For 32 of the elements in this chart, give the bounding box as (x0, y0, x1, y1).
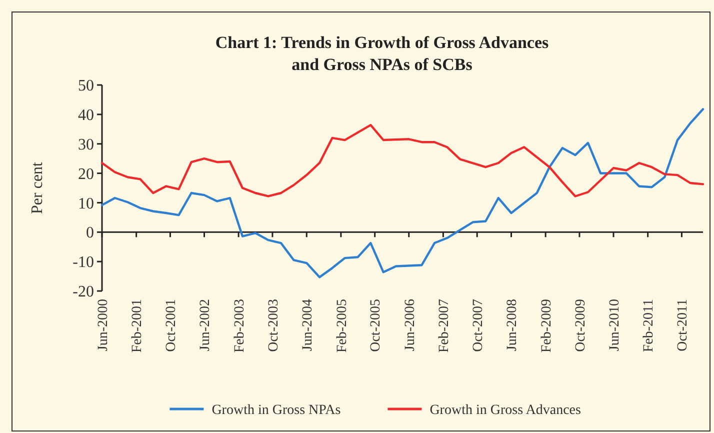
x-tick-label: Feb-2007 (437, 299, 452, 353)
x-tick-label: Jun-2008 (505, 299, 520, 352)
y-tick-label: 10 (78, 195, 94, 212)
x-tick-label: Oct-2005 (368, 299, 384, 352)
y-tick-label: 0 (86, 224, 94, 242)
x-tick-label: Jun-2010 (607, 299, 622, 352)
y-tick-label: 30 (78, 136, 94, 154)
x-tick-label: Jun-2004 (300, 299, 316, 352)
x-tick-label: Jun-2002 (198, 299, 214, 352)
x-tick-label: Feb-2009 (539, 299, 554, 353)
y-tick-label: 50 (78, 78, 94, 95)
x-tick-label: Oct-2003 (266, 299, 282, 352)
x-tick-label: Oct-2001 (164, 299, 180, 352)
x-tick-label: Feb-2011 (642, 299, 657, 352)
x-tick-label: Oct-2011 (676, 299, 691, 352)
x-tick-label: Jun-2006 (402, 299, 418, 352)
x-tick-label: Jun-2000 (96, 299, 111, 352)
y-tick-label: 20 (78, 166, 94, 183)
legend-label: Growth in Gross Advances (430, 402, 581, 418)
x-tick-label: Oct-2007 (470, 299, 486, 352)
x-tick-label: Feb-2003 (232, 299, 248, 353)
y-tick-label: -10 (72, 254, 94, 272)
y-axis-title: Per cent (29, 161, 46, 214)
legend-label: Growth in Gross NPAs (212, 402, 341, 418)
y-tick-label: -20 (72, 284, 94, 301)
y-tick-label: 40 (78, 107, 94, 124)
x-tick-label: Feb-2001 (130, 299, 146, 353)
line-series (100, 124, 704, 198)
x-tick-label: Feb-2005 (334, 299, 350, 353)
line-series (100, 108, 704, 278)
chart-title: Chart 1: Trends in Growth of Gross Advances and Gross NPAs of SCBs (215, 33, 550, 74)
x-tick-label: Oct-2009 (573, 299, 588, 352)
